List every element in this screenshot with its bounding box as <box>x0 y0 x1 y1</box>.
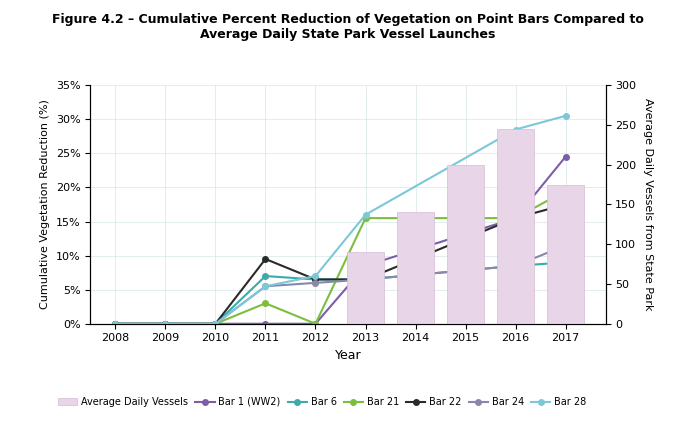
Y-axis label: Cumulative Vegetation Reduction (%): Cumulative Vegetation Reduction (%) <box>40 100 50 309</box>
Bar <box>547 184 584 324</box>
Text: Figure 4.2 – Cumulative Percent Reduction of Vegetation on Point Bars Compared t: Figure 4.2 – Cumulative Percent Reductio… <box>52 13 644 41</box>
X-axis label: Year: Year <box>335 349 361 362</box>
Bar <box>397 213 434 324</box>
Bar <box>447 165 484 324</box>
Legend: Average Daily Vessels, Bar 1 (WW2), Bar 6, Bar 21, Bar 22, Bar 24, Bar 28: Average Daily Vessels, Bar 1 (WW2), Bar … <box>54 393 590 411</box>
Y-axis label: Average Daily Vessels from State Park: Average Daily Vessels from State Park <box>643 98 653 311</box>
Bar <box>347 252 384 324</box>
Bar <box>497 129 535 324</box>
